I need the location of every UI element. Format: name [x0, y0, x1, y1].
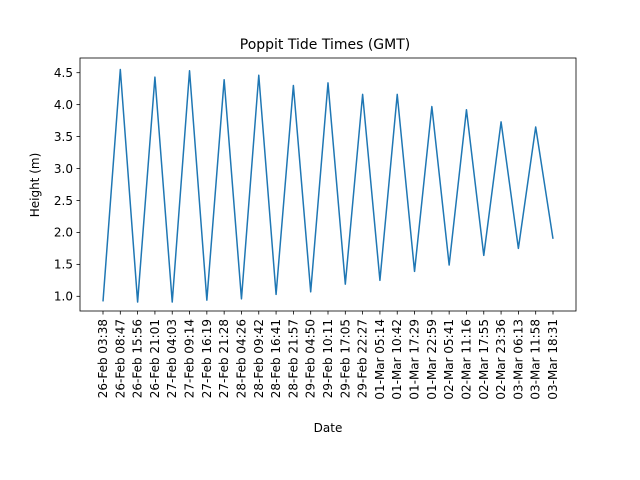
x-axis-label: Date [314, 421, 343, 435]
x-tick-label: 27-Feb 21:28 [217, 319, 231, 398]
x-tick-label: 29-Feb 10:11 [321, 319, 335, 398]
y-tick-label: 2.5 [54, 194, 73, 208]
x-tick-label: 01-Mar 17:29 [408, 319, 422, 400]
x-tick-label: 26-Feb 21:01 [148, 319, 162, 398]
x-tick-label: 28-Feb 09:42 [252, 319, 266, 398]
y-tick-label: 1.5 [54, 258, 73, 272]
x-tick-label: 29-Feb 17:05 [338, 319, 352, 398]
x-tick-label: 02-Mar 23:36 [494, 319, 508, 400]
x-tick-label: 03-Mar 06:13 [511, 319, 525, 400]
plot-area: 1.01.52.02.53.03.54.04.526-Feb 03:38 26-F… [54, 57, 577, 400]
x-tick-label: 28-Feb 21:57 [286, 319, 300, 398]
x-tick-label: 03-Mar 11:58 [529, 319, 543, 400]
y-tick-label: 4.5 [54, 66, 73, 80]
y-tick-label: 4.0 [54, 98, 73, 112]
x-tick-label: 26-Feb 03:38 [96, 319, 110, 398]
x-tick-label: 02-Mar 17:55 [477, 319, 491, 400]
x-tick-label: 26-Feb 08:47 [113, 319, 127, 398]
y-tick-label: 3.0 [54, 162, 73, 176]
x-tick-label: 29-Feb 04:50 [304, 319, 318, 398]
y-tick-label: 1.0 [54, 290, 73, 304]
x-tick-label: 02-Mar 05:41 [442, 319, 456, 400]
x-tick-label: 01-Mar 05:14 [373, 319, 387, 400]
x-tick-label: 27-Feb 09:14 [183, 319, 197, 398]
y-tick-label: 2.0 [54, 226, 73, 240]
tide-height-line [102, 68, 554, 303]
y-axis-label: Height (m) [28, 153, 42, 218]
x-tick-label: 02-Mar 11:16 [459, 319, 473, 400]
x-tick-label: 26-Feb 15:56 [131, 319, 145, 398]
x-tick-label: 01-Mar 22:59 [425, 319, 439, 400]
x-tick-label: 28-Feb 16:41 [269, 319, 283, 398]
chart-title: Poppit Tide Times (GMT) [240, 37, 410, 53]
x-tick-label: 28-Feb 04:26 [234, 319, 248, 398]
y-tick-label: 3.5 [54, 130, 73, 144]
x-tick-label: 01-Mar 10:42 [390, 319, 404, 400]
x-tick-label: 29-Feb 22:27 [356, 319, 370, 398]
x-tick-label: 03-Mar 18:31 [546, 319, 560, 400]
x-tick-label: 27-Feb 16:19 [200, 319, 214, 398]
x-tick-label: 27-Feb 04:03 [165, 319, 179, 398]
